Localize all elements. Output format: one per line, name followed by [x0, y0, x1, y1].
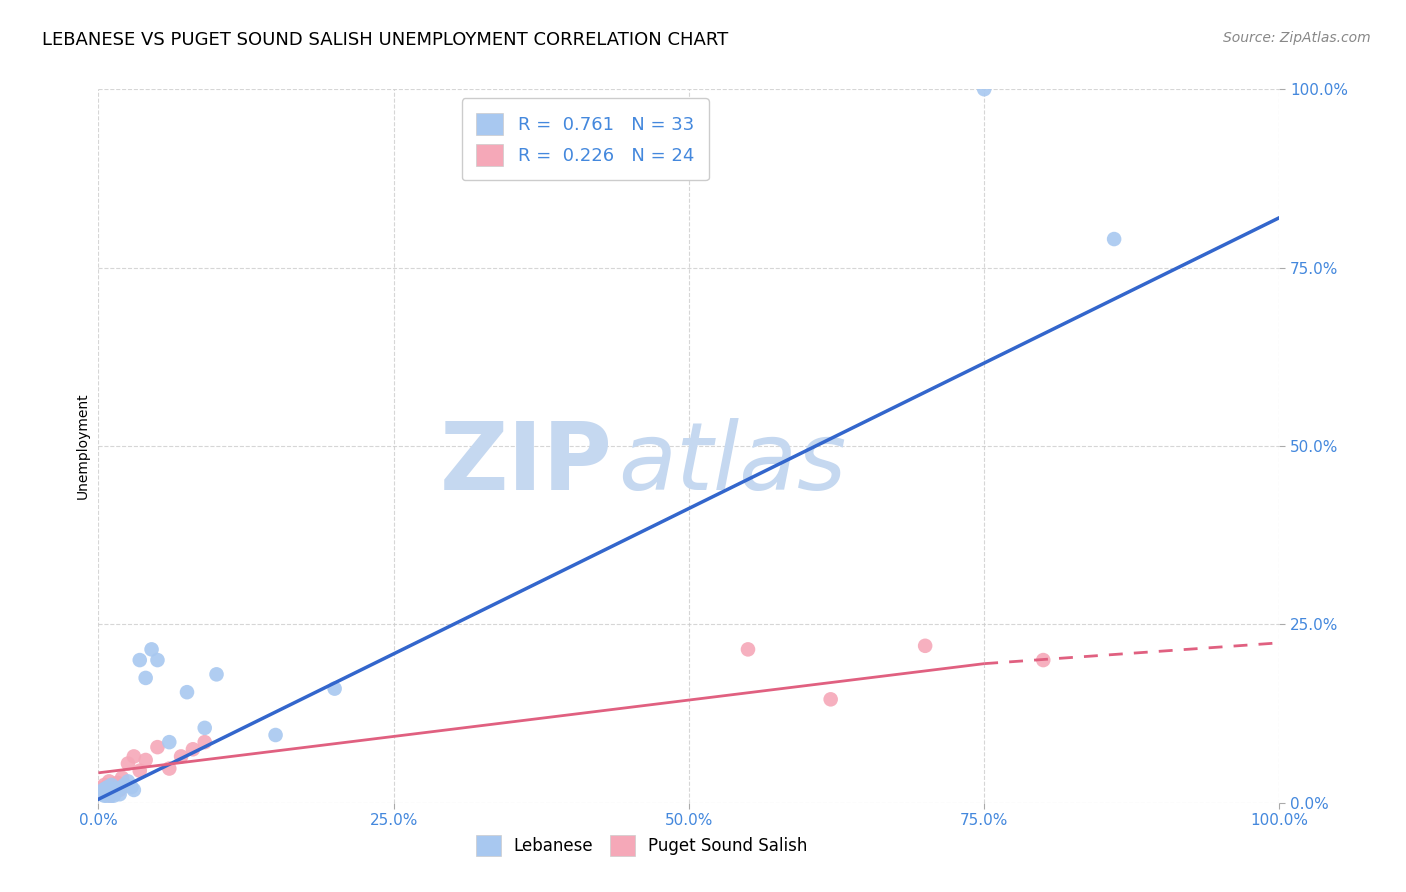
Point: [157, 762, 180, 776]
Point: [973, 82, 995, 96]
Point: [90, 781, 112, 796]
Text: atlas: atlas: [619, 418, 846, 509]
Text: Source: ZipAtlas.com: Source: ZipAtlas.com: [1223, 31, 1371, 45]
Point: [111, 780, 134, 794]
Point: [1102, 232, 1125, 246]
Point: [181, 742, 204, 756]
Point: [97, 780, 120, 794]
Point: [141, 642, 163, 657]
Point: [157, 735, 180, 749]
Point: [121, 780, 143, 794]
Point: [93, 789, 115, 803]
Text: ZIP: ZIP: [439, 417, 612, 510]
Point: [98, 774, 121, 789]
Point: [1032, 653, 1054, 667]
Point: [128, 653, 150, 667]
Point: [98, 789, 121, 803]
Y-axis label: Unemployment: Unemployment: [76, 392, 90, 500]
Point: [146, 653, 169, 667]
Point: [112, 778, 135, 792]
Point: [91, 787, 114, 801]
Point: [94, 781, 117, 796]
Point: [108, 783, 131, 797]
Point: [105, 783, 128, 797]
Point: [104, 785, 127, 799]
Point: [96, 783, 118, 797]
Point: [98, 787, 121, 801]
Point: [98, 790, 121, 805]
Point: [194, 721, 217, 735]
Point: [176, 685, 198, 699]
Text: LEBANESE VS PUGET SOUND SALISH UNEMPLOYMENT CORRELATION CHART: LEBANESE VS PUGET SOUND SALISH UNEMPLOYM…: [42, 31, 728, 49]
Point: [103, 789, 125, 803]
Point: [264, 728, 287, 742]
Point: [117, 774, 139, 789]
Point: [96, 785, 118, 799]
Point: [146, 740, 169, 755]
Point: [117, 756, 139, 771]
Point: [194, 735, 217, 749]
Point: [737, 642, 759, 657]
Point: [170, 749, 193, 764]
Point: [93, 778, 115, 792]
Point: [135, 671, 157, 685]
Point: [122, 783, 145, 797]
Point: [820, 692, 842, 706]
Point: [91, 783, 114, 797]
Legend: Lebanese, Puget Sound Salish: Lebanese, Puget Sound Salish: [468, 829, 814, 863]
Point: [91, 785, 114, 799]
Point: [135, 753, 157, 767]
Point: [90, 785, 112, 799]
Point: [111, 771, 134, 785]
Point: [323, 681, 346, 696]
Point: [101, 778, 124, 792]
Point: [914, 639, 936, 653]
Point: [101, 783, 124, 797]
Point: [100, 778, 122, 792]
Point: [205, 667, 228, 681]
Point: [105, 776, 128, 790]
Point: [104, 780, 127, 794]
Point: [105, 781, 128, 796]
Point: [108, 787, 131, 801]
Point: [128, 764, 150, 778]
Point: [122, 749, 145, 764]
